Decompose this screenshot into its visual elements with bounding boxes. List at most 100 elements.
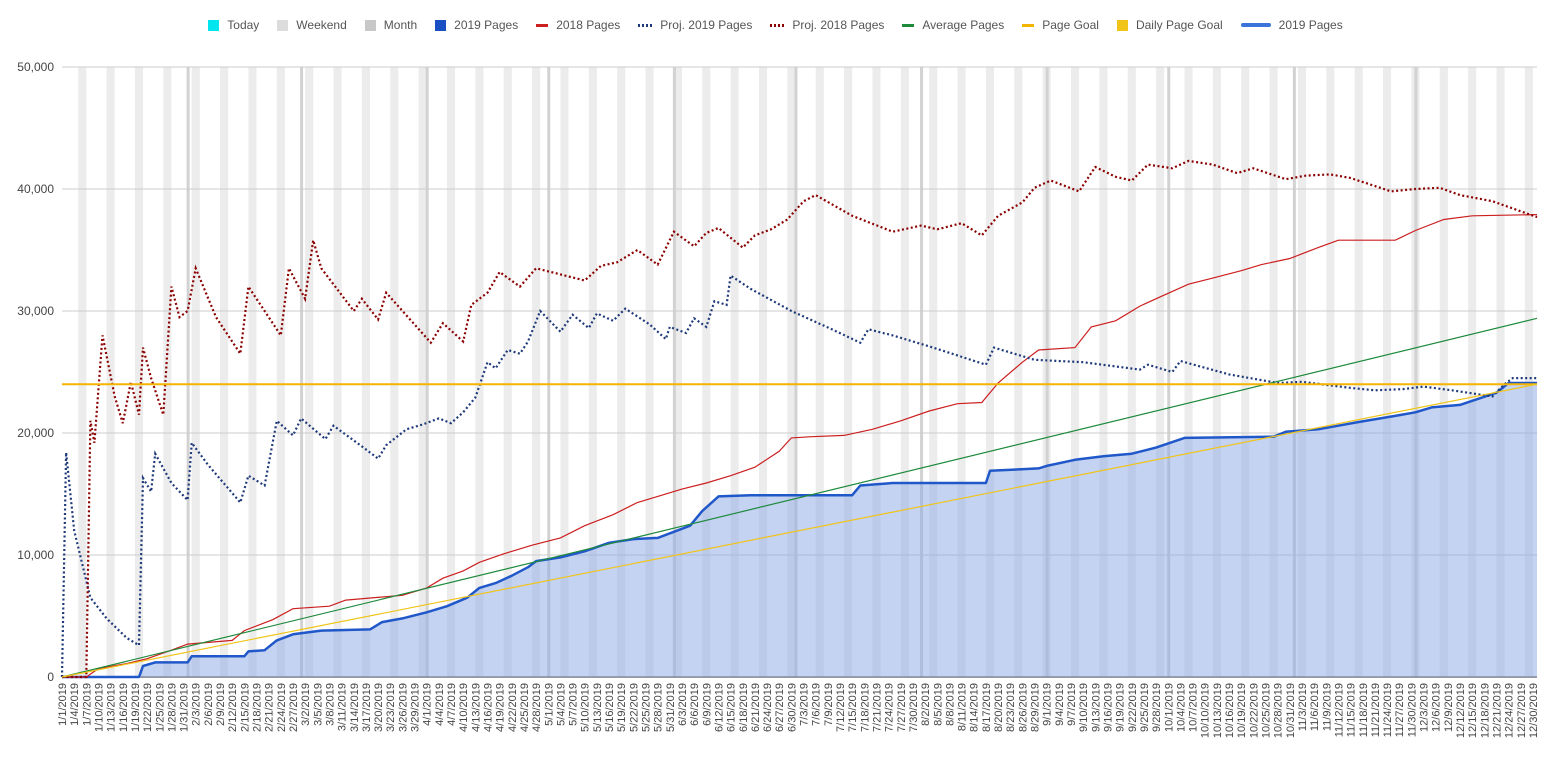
weekend-band <box>1383 67 1392 677</box>
legend-item[interactable]: Weekend <box>277 18 347 32</box>
legend-swatch <box>277 19 289 31</box>
x-tick-label: 11/24/2019 <box>1382 683 1394 737</box>
x-tick-label: 10/19/2019 <box>1236 683 1248 738</box>
weekend-band <box>1524 67 1533 677</box>
weekend-band <box>1326 67 1335 677</box>
x-tick-label: 8/23/2019 <box>1005 683 1017 732</box>
y-axis: 0 10,000 20,000 30,000 40,000 50,000 <box>17 60 54 684</box>
x-tick-label: 1/19/2019 <box>130 683 142 732</box>
y-tick-label: 10,000 <box>17 548 54 562</box>
x-tick-label: 2/18/2019 <box>252 683 264 732</box>
x-tick-label: 2/21/2019 <box>264 683 276 732</box>
weekend-band <box>1439 67 1448 677</box>
x-tick-label: 3/20/2019 <box>373 683 385 732</box>
weekend-band <box>900 67 909 677</box>
legend-item[interactable]: 2019 Pages <box>435 18 518 32</box>
x-tick-label: 3/2/2019 <box>300 683 312 726</box>
legend-item[interactable]: 2018 Pages <box>536 18 620 32</box>
x-tick-label: 12/3/2019 <box>1419 683 1431 732</box>
x-tick-label: 3/29/2019 <box>410 683 422 732</box>
x-tick-label: 4/4/2019 <box>434 683 446 726</box>
x-tick-label: 5/1/2019 <box>543 683 555 726</box>
x-tick-label: 12/30/2019 <box>1528 683 1540 738</box>
x-tick-label: 11/27/2019 <box>1394 683 1406 737</box>
x-tick-label: 2/27/2019 <box>288 683 300 732</box>
legend-item[interactable]: Page Goal <box>1022 18 1099 32</box>
weekend-band <box>305 67 314 677</box>
x-tick-label: 9/7/2019 <box>1066 683 1078 726</box>
legend-label: 2019 Pages <box>454 18 519 32</box>
x-tick-label: 7/18/2019 <box>859 683 871 732</box>
weekend-band <box>276 67 285 677</box>
x-tick-label: 7/6/2019 <box>811 683 823 726</box>
x-tick-label: 6/18/2019 <box>738 683 750 732</box>
x-tick-label: 9/4/2019 <box>1054 683 1066 726</box>
x-tick-label: 12/15/2019 <box>1467 683 1479 738</box>
x-tick-label: 3/17/2019 <box>361 683 373 732</box>
weekend-band <box>673 67 682 677</box>
legend-swatch <box>364 19 376 31</box>
month-band <box>794 67 798 677</box>
weekend-band <box>645 67 654 677</box>
x-tick-label: 6/3/2019 <box>677 683 689 726</box>
legend-item[interactable]: Month <box>364 18 417 32</box>
x-tick-label: 6/30/2019 <box>786 683 798 732</box>
x-tick-label: 10/4/2019 <box>1175 683 1187 732</box>
legend-label: Page Goal <box>1042 18 1099 32</box>
y-tick-label: 40,000 <box>17 182 54 196</box>
legend-label: Daily Page Goal <box>1135 18 1223 32</box>
x-tick-label: 9/19/2019 <box>1115 683 1127 732</box>
month-band <box>1292 67 1296 677</box>
legend-swatch <box>770 23 785 27</box>
x-tick-label: 1/7/2019 <box>81 683 93 726</box>
legend-label: 2018 Pages <box>556 18 621 32</box>
weekend-bands <box>78 67 1533 677</box>
x-tick-label: 6/12/2019 <box>713 683 725 732</box>
weekend-band <box>1014 67 1023 677</box>
legend-swatch <box>1116 19 1128 31</box>
x-tick-label: 3/11/2019 <box>337 683 349 731</box>
month-band <box>1414 67 1418 677</box>
legend-item[interactable]: Today <box>208 18 259 32</box>
x-tick-label: 8/8/2019 <box>944 683 956 726</box>
legend-item[interactable]: Daily Page Goal <box>1116 18 1223 32</box>
x-tick-label: 7/9/2019 <box>823 683 835 726</box>
weekend-band <box>78 67 87 677</box>
legend-item[interactable]: Average Pages <box>902 18 1004 32</box>
x-tick-label: 3/23/2019 <box>385 683 397 732</box>
x-tick-label: 8/26/2019 <box>1017 683 1029 732</box>
weekend-band <box>1070 67 1080 677</box>
x-tick-label: 7/21/2019 <box>871 683 883 732</box>
weekend-band <box>815 67 824 677</box>
x-tick-label: 2/9/2019 <box>215 683 227 726</box>
y-tick-label: 50,000 <box>17 60 54 74</box>
x-tick-label: 8/11/2019 <box>957 683 969 731</box>
legend-item[interactable]: 2019 Pages <box>1240 18 1343 32</box>
weekend-band <box>191 67 200 677</box>
x-axis: 1/1/2019 1/4/2019 1/7/2019 1/10/2019 1/13/20… <box>57 683 1540 738</box>
legend-label: 2019 Pages <box>1278 18 1343 32</box>
series-line-proj-2018-pages <box>62 159 1538 679</box>
y-tick-label: 20,000 <box>17 426 54 440</box>
month-band <box>547 67 551 677</box>
legend-label: Proj. 2018 Pages <box>792 18 885 32</box>
x-tick-label: 6/27/2019 <box>774 683 786 732</box>
weekend-band <box>106 67 115 677</box>
weekend-band <box>248 67 257 677</box>
legend-item[interactable]: Proj. 2018 Pages <box>770 18 884 32</box>
x-tick-label: 2/6/2019 <box>203 683 215 726</box>
x-tick-label: 3/26/2019 <box>397 683 409 732</box>
x-tick-label: 10/28/2019 <box>1273 683 1285 738</box>
x-tick-label: 11/12/2019 <box>1333 683 1345 737</box>
x-tick-label: 5/16/2019 <box>604 683 616 732</box>
x-tick-label: 12/21/2019 <box>1491 683 1503 738</box>
legend-swatch <box>1240 23 1271 27</box>
weekend-band <box>503 67 512 677</box>
weekend-band <box>1269 67 1278 677</box>
x-tick-label: 9/10/2019 <box>1078 683 1090 732</box>
legend-item[interactable]: Proj. 2019 Pages <box>638 18 752 32</box>
month-band <box>425 67 429 677</box>
x-tick-label: 1/1/2019 <box>57 683 69 726</box>
x-tick-label: 10/25/2019 <box>1261 683 1273 738</box>
x-tick-label: 6/24/2019 <box>762 683 774 732</box>
